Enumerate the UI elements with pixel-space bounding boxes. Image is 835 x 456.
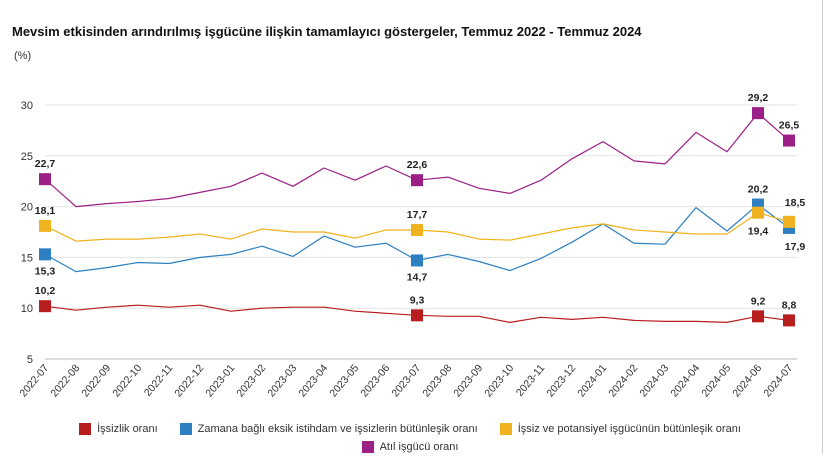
x-tick-label: 2022-09 <box>79 362 113 399</box>
data-point-marker <box>411 174 423 187</box>
data-label: 8,8 <box>782 299 797 311</box>
y-tick-label: 15 <box>21 252 33 264</box>
legend-swatch <box>499 423 512 435</box>
legend-label: Atıl işgücü oranı <box>379 441 459 453</box>
data-label: 18,5 <box>785 197 806 209</box>
legend-row: İşsizlik oranı Zamana bağlı eksik istihd… <box>0 420 820 438</box>
x-tick-label: 2023-10 <box>482 362 516 399</box>
data-label: 26,5 <box>779 120 800 132</box>
data-point-marker <box>411 309 423 322</box>
data-labels: 10,2 9,3 9,2 8,8 15,3 14,7 20,2 17,9 18,1 17,7 19,… <box>35 92 806 311</box>
legend: İşsizlik oranı Zamana bağlı eksik istihd… <box>0 420 820 456</box>
x-tick-label: 2023-08 <box>420 362 454 399</box>
data-point-marker <box>752 206 764 219</box>
data-point-marker <box>411 254 423 267</box>
x-tick-label: 2023-06 <box>358 362 392 399</box>
data-point-marker <box>39 173 51 186</box>
x-tick-label: 2023-05 <box>327 362 361 399</box>
data-point-marker <box>783 314 795 327</box>
legend-swatch <box>179 423 192 435</box>
legend-swatch <box>79 423 92 435</box>
panel-divider <box>822 0 823 454</box>
data-point-marker <box>752 107 764 120</box>
x-tick-label: 2024-03 <box>637 362 671 399</box>
x-tick-label: 2024-07 <box>761 362 795 399</box>
y-tick-label: 5 <box>27 354 33 366</box>
data-label: 9,2 <box>751 295 766 307</box>
x-tick-label: 2023-04 <box>296 362 330 399</box>
data-point-marker <box>411 223 423 236</box>
data-point-marker <box>39 219 51 232</box>
data-label: 22,7 <box>35 158 56 170</box>
y-tick-label: 25 <box>21 151 33 163</box>
x-tick-label: 2023-12 <box>544 362 578 399</box>
data-label: 15,3 <box>35 265 56 277</box>
legend-label: İşsiz ve potansiyel işgücünün bütünleşik… <box>517 423 741 435</box>
legend-item-slack[interactable]: Atıl işgücü oranı <box>361 441 459 453</box>
x-tick-label: 2024-04 <box>668 362 702 399</box>
y-tick-label: 10 <box>21 303 33 315</box>
legend-swatch <box>361 441 374 453</box>
x-tick-label: 2023-09 <box>451 362 485 399</box>
data-label: 14,7 <box>407 271 428 283</box>
legend-item-potential-labour[interactable]: İşsiz ve potansiyel işgücünün bütünleşik… <box>499 423 741 435</box>
x-tick-label: 2024-06 <box>730 362 764 399</box>
data-label: 19,4 <box>748 226 769 238</box>
unit-label: (%) <box>14 50 32 62</box>
x-tick-label: 2024-01 <box>575 362 609 399</box>
x-tick-label: 2022-07 <box>17 362 51 399</box>
legend-item-unemployment[interactable]: İşsizlik oranı <box>79 423 158 435</box>
y-tick-label: 20 <box>21 202 33 214</box>
data-label: 9,3 <box>410 294 425 306</box>
x-tick-label: 2023-01 <box>203 362 237 399</box>
x-tick-label: 2024-02 <box>606 362 640 399</box>
data-point-marker <box>783 215 795 228</box>
chart-title: Mevsim etkisinden arındırılmış işgücüne … <box>12 24 642 39</box>
data-label: 29,2 <box>748 92 769 104</box>
legend-label: İşsizlik oranı <box>97 423 158 435</box>
data-label: 20,2 <box>748 184 769 196</box>
x-tick-label: 2023-03 <box>265 362 299 399</box>
x-tick-label: 2023-11 <box>514 362 548 399</box>
data-point-marker <box>783 134 795 147</box>
data-label: 17,7 <box>407 209 428 221</box>
data-label: 17,9 <box>785 241 806 253</box>
x-tick-label: 2022-11 <box>142 362 176 399</box>
y-axis: 30 25 20 15 10 5 <box>21 100 33 366</box>
x-tick-label: 2023-07 <box>389 362 423 399</box>
x-axis: 2022-072022-082022-092022-102022-112022-… <box>17 358 797 399</box>
x-tick-label: 2023-02 <box>234 362 268 399</box>
series-markers <box>39 107 795 327</box>
data-point-marker <box>39 300 51 313</box>
x-tick-label: 2024-05 <box>699 362 733 399</box>
legend-item-underemployment[interactable]: Zamana bağlı eksik istihdam ve işsizleri… <box>179 423 478 435</box>
data-label: 22,6 <box>407 159 428 171</box>
data-point-marker <box>39 248 51 261</box>
x-tick-label: 2022-08 <box>48 362 82 399</box>
x-tick-label: 2022-12 <box>172 362 206 399</box>
legend-row: Atıl işgücü oranı <box>0 438 820 456</box>
legend-label: Zamana bağlı eksik istihdam ve işsizleri… <box>197 423 478 435</box>
data-point-marker <box>752 310 764 323</box>
y-tick-label: 30 <box>21 100 33 112</box>
data-label: 18,1 <box>35 205 56 217</box>
data-label: 10,2 <box>35 285 56 297</box>
x-tick-label: 2022-10 <box>110 362 144 399</box>
